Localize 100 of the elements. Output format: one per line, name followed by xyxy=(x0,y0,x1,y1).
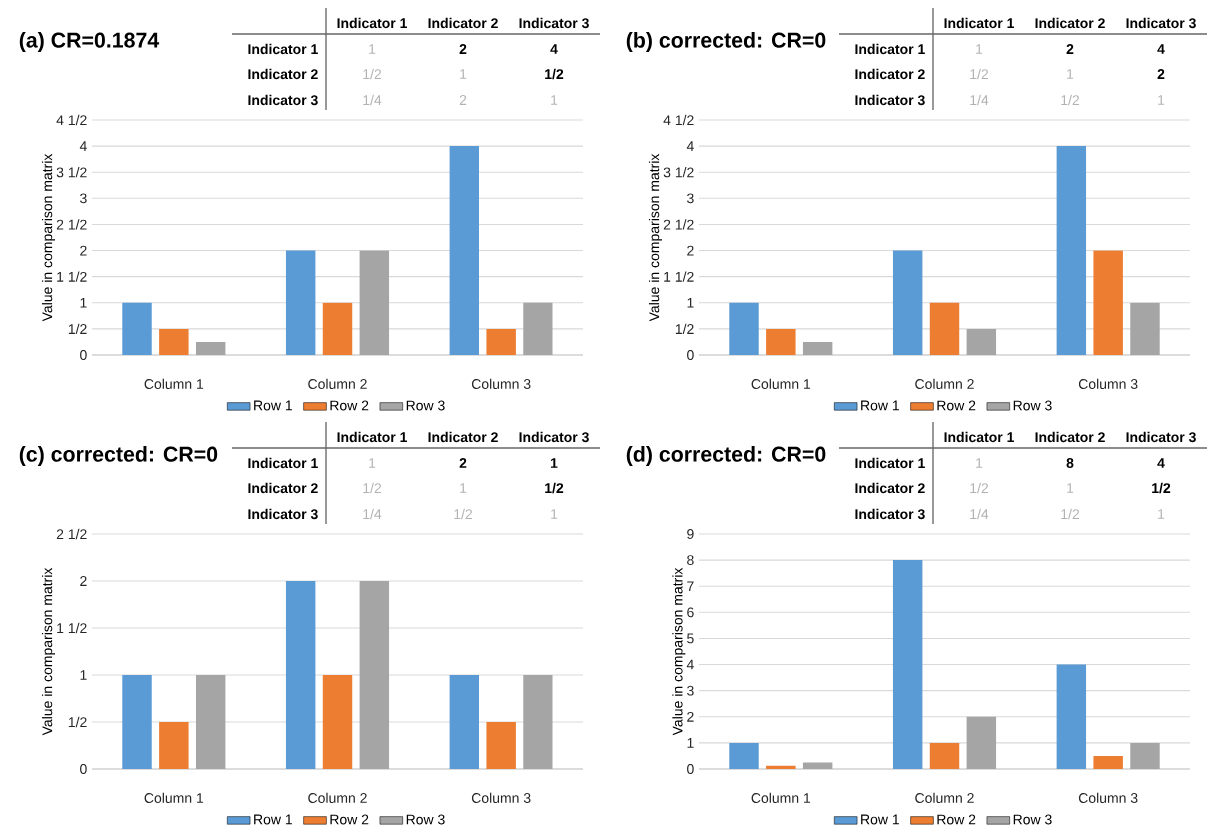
category-label: Indicator 3 xyxy=(855,94,925,106)
text: 4 xyxy=(550,44,558,54)
x-tick-label: Column 1 xyxy=(751,378,811,390)
chart-title: (d) corrected: CR=0 xyxy=(626,446,826,466)
y-tick-label: 5 xyxy=(687,633,694,644)
bar xyxy=(1056,664,1087,769)
y-tick-label: 2 xyxy=(80,245,87,256)
text: 1 xyxy=(460,483,467,493)
y-tick-label: 1/2 xyxy=(675,323,694,335)
y-tick-label: 7 xyxy=(687,581,694,592)
text: 1 xyxy=(369,44,376,54)
text: 1 xyxy=(550,458,558,468)
legend-label: Row 2 xyxy=(330,400,369,411)
bar xyxy=(766,328,796,355)
x-tick-label: Column 3 xyxy=(471,378,531,390)
y-tick-label: 1/2 xyxy=(68,716,87,728)
category-label: Indicator 2 xyxy=(855,68,925,80)
category-label: Indicator 2 xyxy=(855,482,925,494)
bar xyxy=(966,328,997,355)
text: 2 xyxy=(459,44,467,54)
bar xyxy=(122,302,152,355)
bar xyxy=(285,580,316,769)
y-tick-label: 1 1/2 xyxy=(57,271,87,282)
legend-label: Row 2 xyxy=(937,400,976,411)
text: 2 xyxy=(459,95,467,105)
y-tick-label: 1 xyxy=(80,297,87,308)
chart-title: (b) corrected: CR=0 xyxy=(626,32,826,52)
category-label: Indicator 1 xyxy=(248,43,318,55)
category-label: Indicator 1 xyxy=(337,431,407,443)
bar xyxy=(195,674,226,769)
bar xyxy=(1130,302,1160,355)
bar xyxy=(523,674,553,769)
bar xyxy=(285,250,316,355)
x-tick-label: Column 2 xyxy=(915,378,974,390)
bar xyxy=(322,674,353,769)
text: 1 xyxy=(369,458,376,468)
legend-label: Row 3 xyxy=(1013,400,1052,411)
legend-label: Row 1 xyxy=(861,400,899,411)
y-tick-label: 4 1/2 xyxy=(56,114,87,126)
y-tick-label: 3 1/2 xyxy=(56,167,87,178)
legend-label: Row 3 xyxy=(406,400,445,411)
text: 1/2 xyxy=(454,508,473,520)
text: 4 xyxy=(1157,458,1165,468)
text: 8 xyxy=(1066,458,1074,468)
y-tick-label: 2 xyxy=(80,576,87,586)
text: 1/2 xyxy=(1061,94,1080,106)
bar xyxy=(729,742,759,769)
y-axis-title: Value in comparison matrix xyxy=(672,567,686,736)
text: 1/4 xyxy=(970,508,989,520)
text: 1/4 xyxy=(970,94,989,106)
y-tick-label: 1 1/2 xyxy=(57,622,87,634)
text: 1/2 xyxy=(545,482,564,494)
category-label: Indicator 2 xyxy=(1035,431,1105,443)
bar xyxy=(892,250,923,355)
chart-title: (a) CR=0.1874 xyxy=(19,32,160,52)
chart-title: (c) corrected: CR=0 xyxy=(19,446,218,466)
text: 1 xyxy=(1158,95,1165,105)
x-tick-label: Column 3 xyxy=(471,792,531,804)
category-label: Indicator 3 xyxy=(519,431,589,443)
bar xyxy=(122,674,152,769)
y-tick-label: 2 1/2 xyxy=(56,219,87,230)
y-tick-label: 1 xyxy=(687,738,694,748)
legend-label: Row 3 xyxy=(1013,814,1052,825)
legend-label: Row 3 xyxy=(406,814,445,825)
bar xyxy=(359,580,390,769)
category-label: Indicator 2 xyxy=(428,17,498,29)
text: 1 xyxy=(1158,509,1165,519)
y-tick-label: 4 1/2 xyxy=(663,114,694,126)
x-tick-label: Column 2 xyxy=(915,792,974,804)
bar xyxy=(359,250,390,355)
y-tick-label: 9 xyxy=(687,529,694,539)
y-tick-label: 2 1/2 xyxy=(663,219,694,230)
text: 1 xyxy=(551,509,558,519)
bar xyxy=(766,765,796,769)
y-tick-label: 0 xyxy=(687,764,694,774)
bar xyxy=(449,146,480,355)
y-tick-label: 4 xyxy=(686,141,694,151)
text: 1/2 xyxy=(970,68,989,80)
y-tick-label: 0 xyxy=(80,350,87,360)
text: 1/2 xyxy=(1061,508,1080,520)
category-label: Indicator 1 xyxy=(944,17,1014,29)
y-tick-label: 0 xyxy=(687,350,694,360)
category-label: Indicator 2 xyxy=(248,482,318,494)
bar xyxy=(159,328,189,355)
category-label: Indicator 1 xyxy=(855,43,925,55)
bar xyxy=(1093,250,1123,355)
legend-label: Row 2 xyxy=(330,814,369,825)
y-axis-title: Value in comparison matrix xyxy=(41,153,56,322)
bar xyxy=(929,302,960,355)
bar xyxy=(802,762,833,769)
text: 1/2 xyxy=(1152,482,1171,494)
bar xyxy=(322,302,353,355)
y-axis-title: Value in comparison matrix xyxy=(41,567,56,736)
bar xyxy=(449,674,480,769)
category-label: Indicator 2 xyxy=(428,431,498,443)
bar xyxy=(486,721,516,769)
text: 1 xyxy=(460,69,467,79)
text: 1/2 xyxy=(363,68,382,80)
y-tick-label: 0 xyxy=(80,764,87,774)
x-tick-label: Column 1 xyxy=(751,792,811,804)
